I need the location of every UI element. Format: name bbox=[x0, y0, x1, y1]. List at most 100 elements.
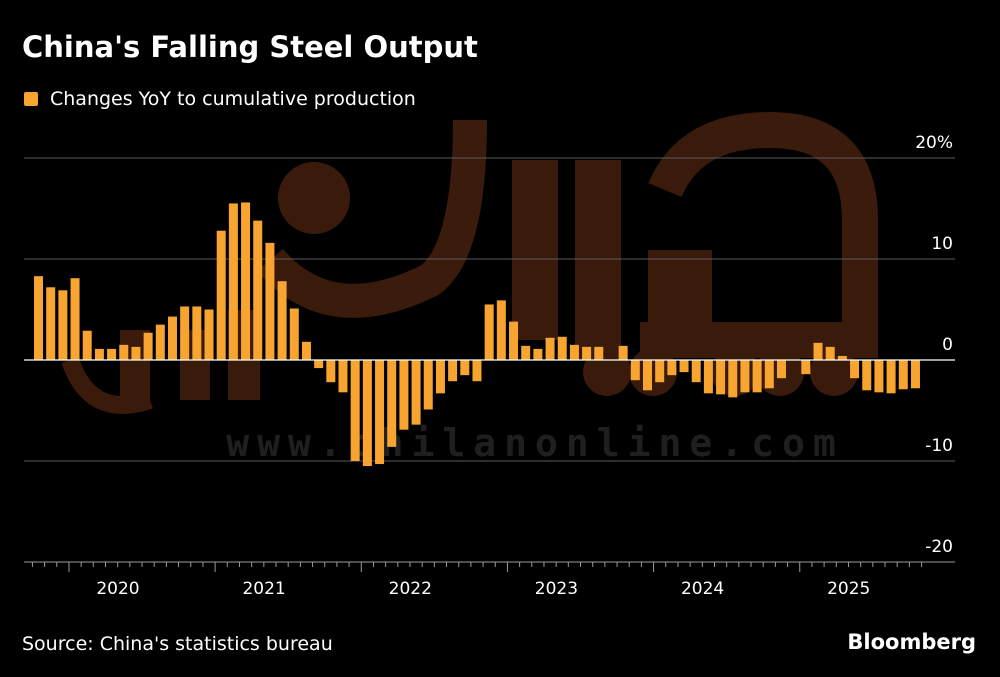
watermark-dot bbox=[278, 162, 350, 234]
bar bbox=[228, 203, 238, 360]
bar bbox=[350, 360, 360, 461]
bar bbox=[314, 360, 324, 369]
watermark-bar bbox=[512, 160, 558, 340]
bar bbox=[825, 346, 835, 360]
bar bbox=[691, 360, 701, 383]
bar bbox=[460, 360, 470, 376]
bar bbox=[34, 276, 43, 360]
bar bbox=[801, 360, 811, 375]
bar bbox=[338, 360, 348, 393]
bar bbox=[58, 290, 68, 360]
bar bbox=[472, 360, 482, 382]
bar bbox=[484, 304, 494, 360]
bar bbox=[850, 360, 860, 379]
source-note: Source: China's statistics bureau bbox=[22, 633, 333, 655]
bar bbox=[813, 342, 823, 360]
bar bbox=[326, 360, 336, 383]
x-tick-label: 2021 bbox=[242, 579, 285, 599]
bar bbox=[167, 316, 177, 360]
bar bbox=[776, 360, 786, 379]
bar bbox=[521, 345, 531, 360]
y-tick-label: -20 bbox=[925, 537, 953, 557]
bar bbox=[411, 360, 421, 425]
bar bbox=[643, 360, 652, 391]
bar bbox=[265, 242, 275, 360]
bar bbox=[618, 345, 628, 360]
bar bbox=[216, 230, 226, 360]
bar bbox=[143, 332, 153, 360]
y-tick-label: -10 bbox=[925, 436, 953, 456]
bar bbox=[496, 300, 506, 360]
bar bbox=[716, 360, 726, 395]
bar bbox=[630, 360, 640, 381]
y-tick-label: 20% bbox=[915, 133, 953, 153]
bar bbox=[533, 348, 543, 360]
bar bbox=[119, 344, 129, 360]
bar bbox=[204, 309, 214, 360]
bar bbox=[703, 360, 713, 394]
bar bbox=[107, 348, 117, 360]
bar bbox=[448, 360, 458, 382]
bar bbox=[886, 360, 896, 394]
bar bbox=[301, 341, 311, 360]
bar bbox=[752, 360, 762, 393]
bar bbox=[898, 360, 908, 390]
bar bbox=[387, 360, 397, 447]
bar bbox=[399, 360, 409, 430]
bar bbox=[253, 220, 263, 360]
bar bbox=[764, 360, 774, 389]
bars bbox=[34, 202, 920, 467]
x-tick-label: 2022 bbox=[389, 579, 432, 599]
bar bbox=[545, 337, 555, 360]
bar bbox=[862, 360, 872, 391]
bar bbox=[82, 330, 92, 360]
bar bbox=[180, 306, 190, 360]
x-tick-label: 2020 bbox=[96, 579, 139, 599]
bar bbox=[131, 346, 141, 360]
legend-swatch bbox=[24, 92, 38, 106]
watermark-stroke bbox=[61, 356, 153, 414]
x-tick-label: 2023 bbox=[535, 579, 578, 599]
bar bbox=[594, 346, 604, 360]
bar bbox=[509, 321, 519, 360]
bar bbox=[362, 360, 372, 467]
bar bbox=[155, 324, 165, 360]
y-axis-ticks: 20% 10 0 -10 -20 bbox=[915, 133, 953, 557]
watermark-stroke bbox=[257, 119, 487, 318]
watermark-text: www.chilanonline.com bbox=[226, 421, 844, 465]
bar bbox=[582, 346, 592, 360]
bar bbox=[94, 348, 104, 360]
bar bbox=[277, 281, 287, 360]
bar bbox=[557, 336, 567, 360]
bar bbox=[241, 202, 251, 360]
bar bbox=[874, 360, 884, 393]
bar bbox=[837, 355, 847, 360]
x-tick-label: 2025 bbox=[827, 579, 870, 599]
bar bbox=[655, 360, 665, 383]
legend: Changes YoY to cumulative production bbox=[24, 88, 416, 110]
bar bbox=[728, 360, 738, 398]
watermark-bar bbox=[575, 160, 621, 360]
watermark-stroke bbox=[640, 111, 878, 358]
bar bbox=[740, 360, 750, 393]
x-tick-label: 2024 bbox=[681, 579, 724, 599]
y-tick-label: 0 bbox=[942, 335, 953, 355]
bar bbox=[910, 360, 920, 389]
bar bbox=[423, 360, 433, 410]
y-tick-label: 10 bbox=[931, 234, 953, 254]
bar bbox=[192, 306, 202, 360]
bar bbox=[435, 360, 445, 394]
watermark-bar bbox=[648, 250, 712, 340]
x-axis-ticks: 2020 2021 2022 2023 2024 2025 bbox=[24, 561, 955, 599]
watermark-logo: www.chilanonline.com bbox=[61, 111, 878, 465]
bar bbox=[569, 344, 579, 360]
bar bbox=[70, 278, 80, 360]
bar bbox=[667, 360, 677, 376]
legend-label: Changes YoY to cumulative production bbox=[50, 88, 416, 110]
bar bbox=[679, 360, 689, 373]
bar bbox=[46, 287, 56, 360]
brand-logo: Bloomberg bbox=[847, 630, 976, 654]
chart-title: China's Falling Steel Output bbox=[22, 30, 478, 64]
